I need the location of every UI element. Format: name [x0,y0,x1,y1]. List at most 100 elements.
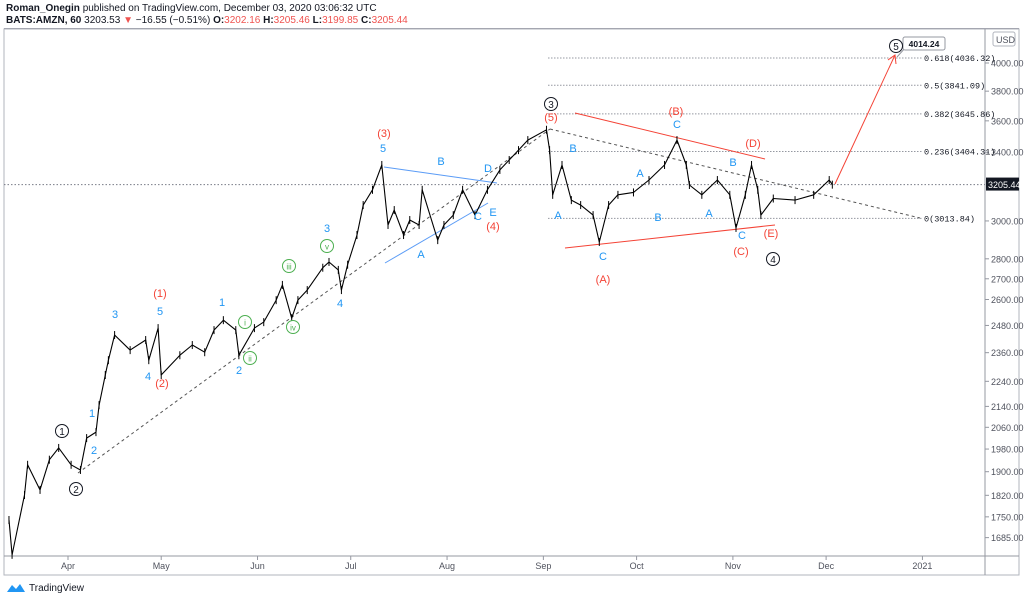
y-tick-label: 2060.00 [991,423,1024,433]
close-label: C: [361,15,372,26]
close-value: 3205.44 [371,15,408,26]
open-label: O: [213,15,225,26]
intermediate-wave-label: (4) [486,221,499,233]
minor-wave-label: 3 [324,223,330,235]
currency-label: USD [996,35,1016,45]
y-tick-label: 2600.00 [991,295,1024,305]
last-price: 3203.53 [84,15,121,26]
primary-wave-label: 5 [893,42,899,53]
minor-wave-label: 2 [236,365,242,377]
low-value: 3199.85 [322,15,359,26]
primary-wave-circle [544,97,558,111]
arrow-head-icon [887,54,897,65]
open-value: 3202.16 [224,15,261,26]
abcde-lower-line [564,224,776,249]
symbol-info: BATS:AMZN, 60 3203.53 ▼ −16.55 (−0.51%) … [6,15,408,26]
y-tick-label: 1750.00 [991,512,1024,522]
intermediate-wave-label: (2) [155,378,168,390]
primary-wave-circle [766,252,780,266]
minor-wave-label: B [729,157,736,169]
fib-level-label: 0.382(3645.86) [924,110,995,120]
minute-wave-label: ii [248,355,252,364]
minute-wave-circle [238,315,252,329]
minor-wave-label: A [705,208,713,220]
x-tick-label: Dec [818,561,835,571]
y-tick-label: 3600.00 [991,116,1024,126]
minute-wave-label: i [244,319,246,328]
fib-level-label: 0(3013.84) [924,214,975,224]
price-change: −16.55 (−0.51%) [135,15,211,26]
chart-frame [3,28,1020,576]
minor-wave-label: A [417,249,425,261]
y-tick-label: 1685.00 [991,533,1024,543]
y-tick-label: 3400.00 [991,148,1024,158]
minor-wave-label: 4 [337,298,343,310]
intermediate-wave-label: (E) [764,228,779,240]
primary-wave-label: 4 [770,255,776,266]
triangle-upper-line [383,166,498,184]
primary-wave-circle [55,424,69,438]
high-label: H: [263,15,274,26]
target-callout-box [902,36,946,51]
high-value: 3205.46 [273,15,310,26]
fib-level-label: 0.236(3404.31) [924,148,995,158]
x-tick-label: Aug [439,561,455,571]
target-callout-label: 4014.24 [909,39,940,49]
intermediate-wave-label: (B) [669,106,684,118]
y-tick-label: 1820.00 [991,491,1024,501]
intermediate-wave-label: (D) [745,138,760,150]
abcde-upper-line [574,112,766,160]
brand-label: TradingView [29,582,85,594]
intermediate-wave-label: (A) [596,274,611,286]
author-link[interactable]: Roman_Onegin [6,3,80,14]
y-tick-label: 2800.00 [991,254,1024,264]
triangle-lower-line [384,202,489,264]
y-tick-label: 3000.00 [991,216,1024,226]
tradingview-logo-icon [7,584,25,592]
minor-wave-label: 1 [219,297,225,309]
y-tick-label: 1980.00 [991,445,1024,455]
minor-wave-label: B [437,156,444,168]
intermediate-wave-label: (1) [153,288,166,300]
fib-level-label: 0.5(3841.09) [924,81,985,91]
down-arrow-icon: ▼ [123,15,133,26]
x-tick-label: Sep [535,561,551,571]
intermediate-wave-label: (5) [544,112,557,124]
y-tick-label: 2480.00 [991,321,1024,331]
intermediate-wave-label: (C) [733,246,748,258]
primary-wave-label: 2 [73,485,79,496]
symbol: BATS:AMZN, 60 [6,15,82,26]
minor-wave-label: E [489,207,496,219]
minor-wave-label: 5 [157,306,163,318]
x-tick-label: May [153,561,171,571]
current-price-label: 3205.44 [988,180,1021,190]
minute-wave-label: iv [290,324,296,333]
y-tick-label: 2360.00 [991,348,1024,358]
minor-wave-label: C [599,251,607,263]
minor-wave-label: A [554,210,562,222]
minor-wave-label: A [636,168,644,180]
minute-wave-circle [243,351,257,365]
current-price-badge [986,177,1019,191]
primary-wave-label: 1 [59,427,65,438]
projection-arrow [834,54,896,185]
footer: TradingView [6,582,84,594]
x-tick-label: Jun [250,561,265,571]
wave-4-trendline-dashed [549,128,921,219]
currency-box [992,31,1016,47]
x-tick-label: Apr [61,561,75,571]
primary-wave-circle [889,39,903,53]
fib-level-label: 0.618(4036.32) [924,54,995,64]
minor-wave-label: B [654,212,661,224]
y-tick-label: 2140.00 [991,402,1024,412]
minor-wave-label: 5 [380,143,386,155]
low-label: L: [312,15,323,26]
y-tick-label: 2240.00 [991,377,1024,387]
wave-channel-dashed [77,128,551,474]
minute-wave-circle [282,259,296,273]
y-tick-label: 2700.00 [991,274,1024,284]
minor-wave-label: 4 [145,371,151,383]
minor-wave-label: B [569,143,576,155]
minor-wave-label: C [673,119,681,131]
